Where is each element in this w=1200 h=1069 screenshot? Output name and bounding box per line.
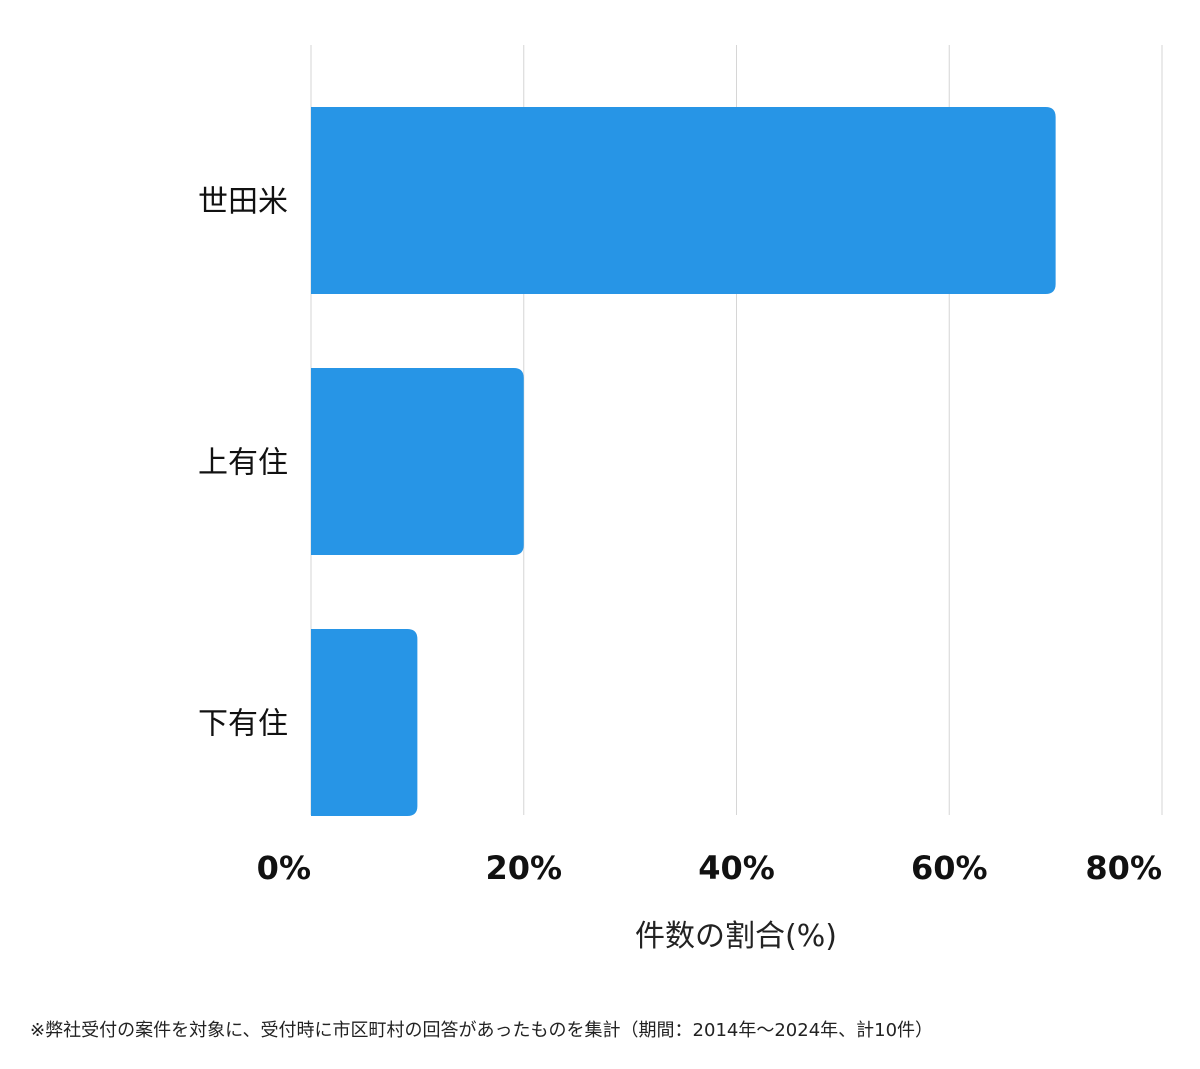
x-tick-label: 80% xyxy=(1085,849,1162,887)
x-tick-label: 20% xyxy=(485,849,562,887)
x-tick-label: 40% xyxy=(698,849,775,887)
bar xyxy=(311,107,1056,294)
bar xyxy=(311,368,524,555)
x-axis-title: 件数の割合(%) xyxy=(635,919,837,954)
category-label: 世田米 xyxy=(198,185,288,220)
bar-layer xyxy=(311,107,1056,816)
footnote: ※弊社受付の案件を対象に、受付時に市区町村の回答があったものを集計（期間：201… xyxy=(30,1020,934,1041)
category-label: 上有住 xyxy=(198,446,288,481)
x-tick-label: 0% xyxy=(257,849,311,887)
bar xyxy=(311,629,418,816)
x-tick-label: 60% xyxy=(911,849,988,887)
tick-labels: 0% 20% 40% 60% 80% xyxy=(257,849,1162,887)
category-label: 下有住 xyxy=(198,707,288,742)
